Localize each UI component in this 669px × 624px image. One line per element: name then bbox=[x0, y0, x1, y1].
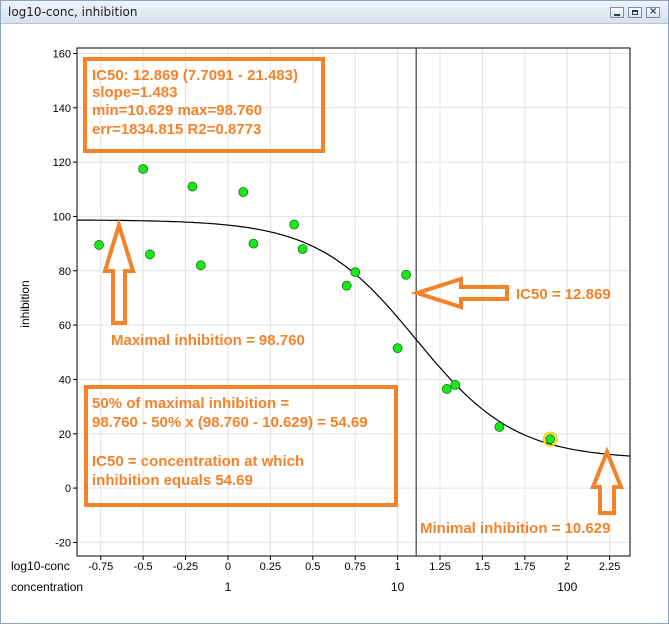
window-title: log10-conc, inhibition bbox=[8, 5, 138, 19]
maximize-icon bbox=[632, 10, 638, 15]
annotations: IC50: 12.869 (7.7091 - 21.483) slope=1.4… bbox=[83, 57, 624, 537]
stats-line-4: err=1834.815 R2=0.8773 bbox=[92, 121, 261, 138]
y-axis: -20 0 20 40 60 80 100 120 140 160 bbox=[53, 48, 77, 549]
data-point bbox=[494, 422, 505, 432]
data-point bbox=[545, 434, 556, 445]
min-arrow bbox=[590, 446, 624, 515]
formula-line-2: 98.760 - 50% x (98.760 - 10.629) = 54.69 bbox=[92, 414, 368, 431]
stats-line-2: slope=1.483 bbox=[92, 84, 177, 101]
y-tick-label: -20 bbox=[55, 537, 71, 549]
x2-axis-label: concentration bbox=[11, 580, 83, 594]
data-point bbox=[138, 163, 149, 174]
y-tick-label: 0 bbox=[65, 483, 71, 495]
y-tick-label: 120 bbox=[53, 157, 71, 169]
close-button[interactable]: × bbox=[646, 6, 660, 18]
data-point bbox=[187, 181, 198, 192]
y-tick-label: 20 bbox=[59, 429, 71, 441]
y-tick-label: 160 bbox=[53, 48, 71, 60]
max-arrow bbox=[102, 218, 136, 325]
x-tick-label: 2.25 bbox=[599, 561, 620, 573]
x2-axis: 1 10 100 bbox=[225, 580, 578, 594]
close-icon: × bbox=[649, 6, 658, 17]
x-tick-label: 0.5 bbox=[305, 561, 320, 573]
y-tick-label: 60 bbox=[59, 320, 71, 332]
x-tick-label: 0 bbox=[225, 561, 231, 573]
data-point bbox=[248, 238, 259, 249]
grid bbox=[77, 48, 630, 556]
stats-line-1: IC50: 12.869 (7.7091 - 21.483) bbox=[92, 67, 298, 84]
ic50-arrow bbox=[410, 276, 509, 310]
y-tick-label: 80 bbox=[59, 266, 71, 278]
y-tick-label: 40 bbox=[59, 374, 71, 386]
data-point bbox=[392, 343, 403, 354]
maximize-button[interactable] bbox=[628, 7, 642, 18]
x-tick-label: 0.25 bbox=[260, 561, 281, 573]
ic50-label: IC50 = 12.869 bbox=[516, 286, 611, 303]
x-tick-label: 1.5 bbox=[475, 561, 490, 573]
minimize-button[interactable] bbox=[610, 7, 624, 18]
stats-line-3: min=10.629 max=98.760 bbox=[92, 102, 262, 119]
data-point bbox=[341, 280, 352, 291]
x-tick-label: 1.25 bbox=[429, 561, 450, 573]
data-point bbox=[297, 244, 308, 254]
x2-tick-label: 10 bbox=[391, 580, 405, 594]
minimize-icon bbox=[614, 14, 620, 16]
x-axis-label: log10-conc bbox=[11, 559, 70, 573]
formula-line-4: IC50 = concentration at which bbox=[92, 453, 304, 470]
highlight-ring bbox=[542, 431, 558, 447]
formula-line-5: inhibition equals 54.69 bbox=[92, 472, 253, 489]
plot-frame bbox=[76, 47, 631, 557]
title-bar: log10-conc, inhibition × bbox=[1, 1, 668, 24]
max-label: Maximal inhibition = 98.760 bbox=[111, 332, 305, 349]
x-tick-label: -0.5 bbox=[134, 561, 153, 573]
x-axis: -0.75 -0.5 -0.25 0 0.25 0.5 0.75 1 1.25 1.5 1.75 2 2… bbox=[88, 556, 620, 573]
x-tick-label: -0.25 bbox=[173, 561, 198, 573]
data-points bbox=[94, 163, 558, 447]
x2-tick-label: 1 bbox=[225, 580, 232, 594]
x-tick-label: -0.75 bbox=[88, 561, 113, 573]
data-point bbox=[195, 260, 206, 271]
data-point bbox=[350, 267, 361, 278]
y-tick-label: 140 bbox=[53, 103, 71, 115]
data-point bbox=[450, 379, 461, 390]
x2-tick-label: 100 bbox=[557, 580, 577, 594]
x-tick-label: 1.75 bbox=[514, 561, 535, 573]
x-tick-label: 0.75 bbox=[344, 561, 365, 573]
data-point bbox=[441, 384, 452, 394]
x-tick-label: 1 bbox=[395, 561, 401, 573]
data-point bbox=[289, 219, 300, 230]
data-point bbox=[238, 187, 249, 197]
y-tick-label: 100 bbox=[53, 211, 71, 223]
x-tick-label: 2 bbox=[564, 561, 570, 573]
y-axis-label: inhibition bbox=[18, 280, 32, 327]
formula-box bbox=[84, 385, 398, 507]
data-point bbox=[94, 240, 104, 250]
min-label: Minimal inhibition = 10.629 bbox=[420, 520, 610, 537]
data-point bbox=[145, 249, 155, 260]
stats-box bbox=[83, 57, 325, 153]
formula-line-1: 50% of maximal inhibition = bbox=[92, 395, 289, 412]
data-point bbox=[401, 269, 411, 280]
